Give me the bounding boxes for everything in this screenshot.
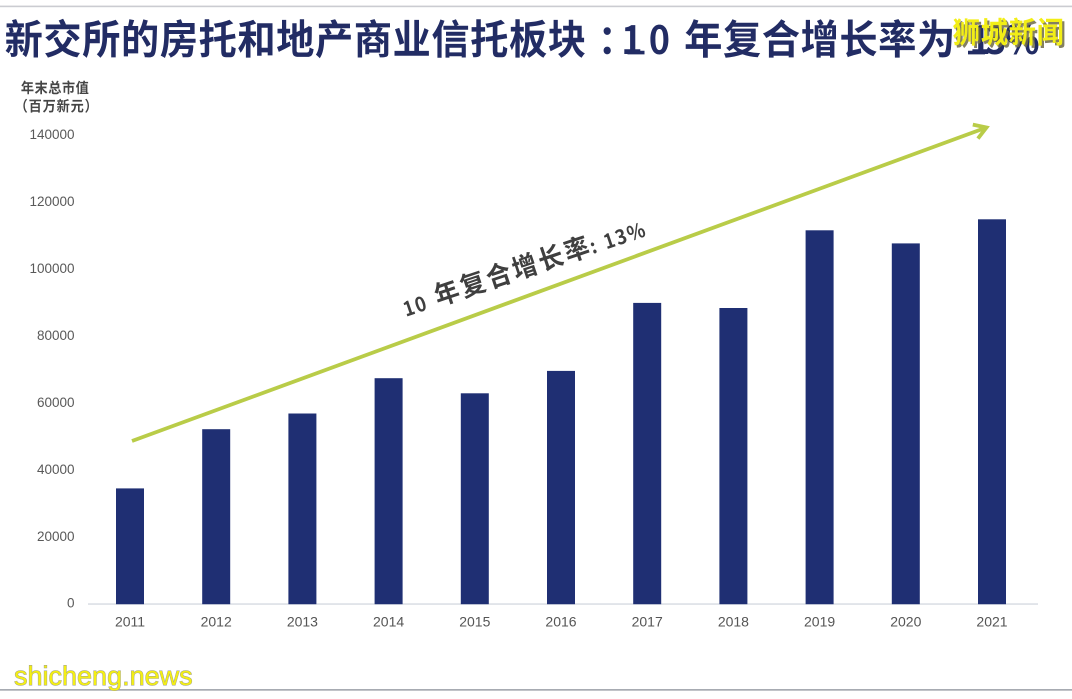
svg-text:100000: 100000 bbox=[29, 261, 74, 276]
svg-text:2019: 2019 bbox=[804, 614, 835, 630]
svg-text:2016: 2016 bbox=[545, 614, 576, 630]
svg-text:2021: 2021 bbox=[976, 614, 1007, 630]
svg-text:2013: 2013 bbox=[287, 614, 318, 630]
svg-text:2015: 2015 bbox=[459, 614, 490, 630]
svg-text:2020: 2020 bbox=[890, 614, 921, 630]
svg-text:2011: 2011 bbox=[115, 614, 145, 630]
svg-text:40000: 40000 bbox=[37, 462, 75, 477]
svg-text:2012: 2012 bbox=[201, 614, 232, 630]
svg-text:shicheng.news: shicheng.news bbox=[14, 661, 193, 691]
svg-text:2017: 2017 bbox=[632, 614, 663, 630]
svg-text:2018: 2018 bbox=[718, 614, 749, 630]
svg-text:120000: 120000 bbox=[29, 194, 74, 209]
svg-text:60000: 60000 bbox=[37, 395, 75, 410]
svg-text:140000: 140000 bbox=[29, 127, 74, 142]
svg-text:20000: 20000 bbox=[37, 529, 75, 544]
svg-text:80000: 80000 bbox=[37, 328, 75, 343]
svg-text:0: 0 bbox=[67, 596, 75, 611]
svg-text:2014: 2014 bbox=[373, 614, 404, 630]
